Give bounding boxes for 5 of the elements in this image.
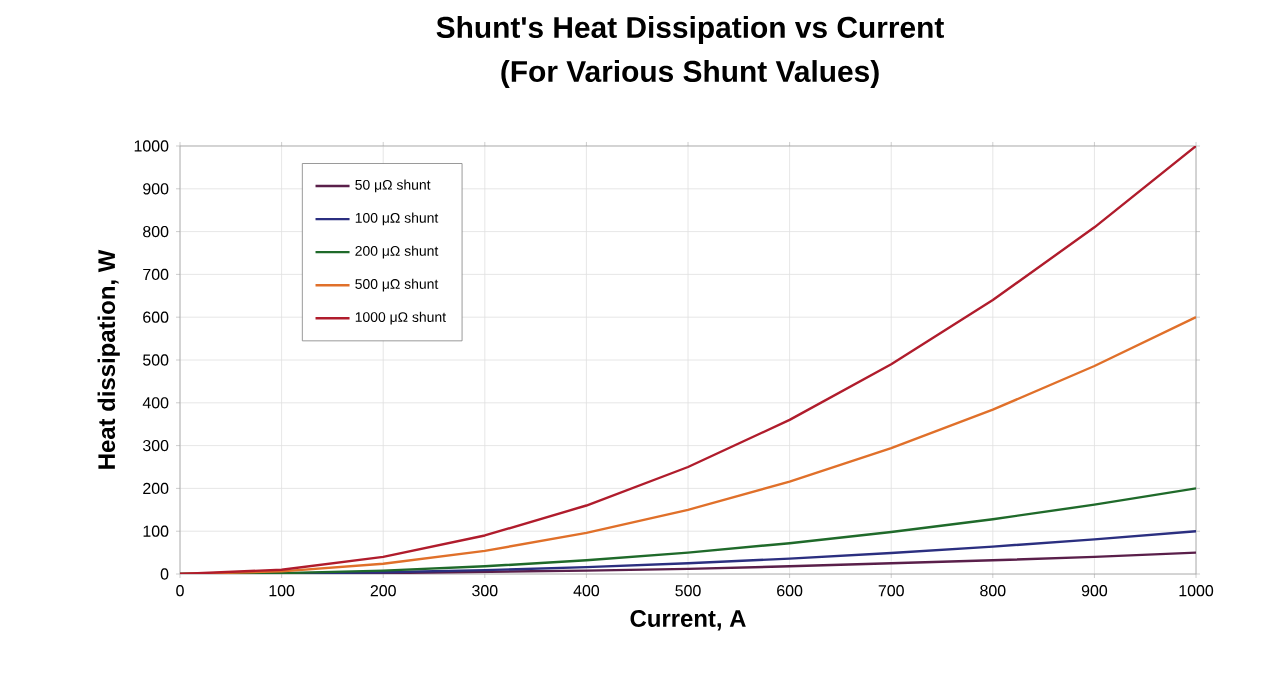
chart-title: Shunt's Heat Dissipation vs Current (436, 16, 944, 44)
y-axis-title: Heat dissipation, W (97, 249, 120, 469)
chart-subtitle: (For Various Shunt Values) (501, 60, 879, 88)
line-series (180, 145, 1197, 574)
x-axis-title: Current, A (630, 610, 746, 631)
